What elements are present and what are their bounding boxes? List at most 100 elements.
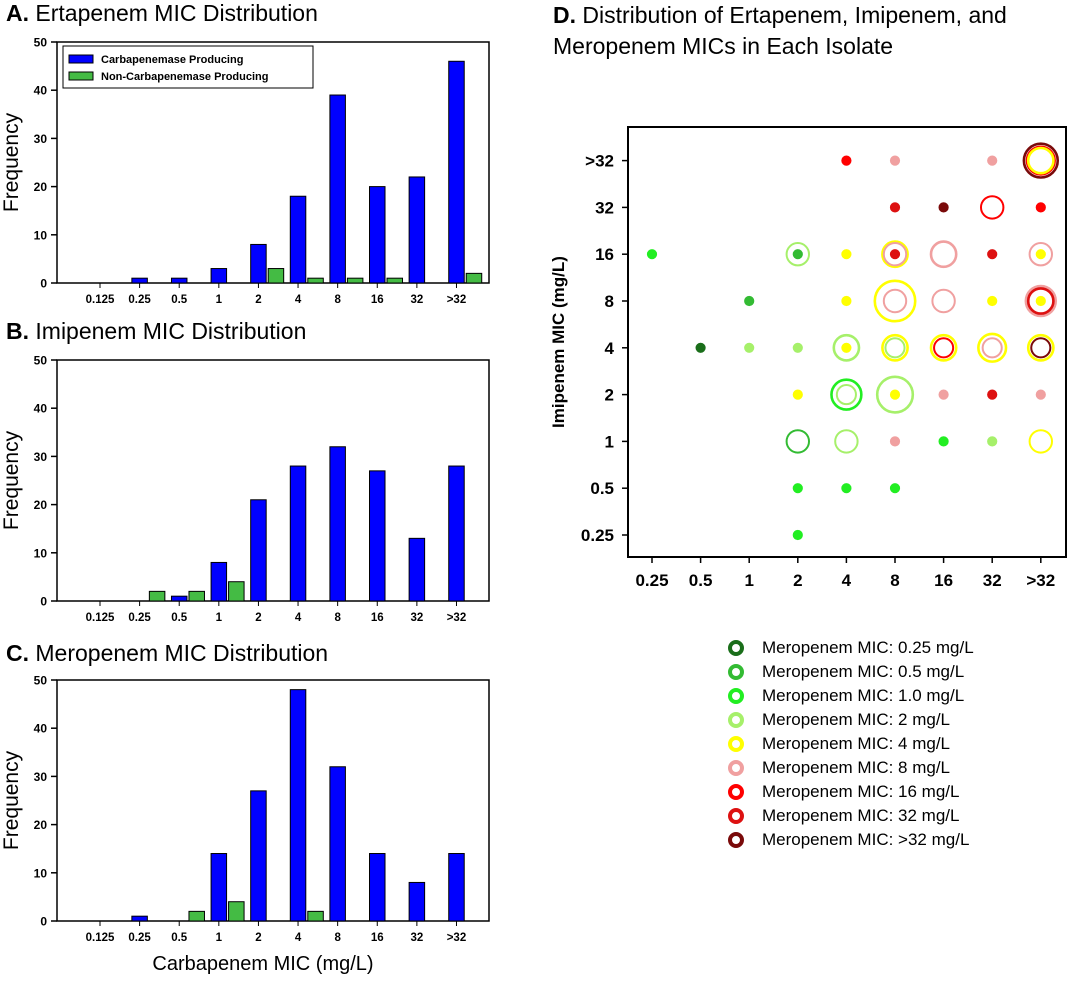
bubble-point xyxy=(830,378,863,411)
bubble-point xyxy=(841,295,852,307)
legend-swatch xyxy=(68,54,94,64)
bubble-point xyxy=(1028,241,1054,267)
bar-non-carbapenemase xyxy=(148,590,166,602)
bubble-point xyxy=(835,384,857,406)
bubble-point xyxy=(889,155,901,166)
legend-ring-icon xyxy=(728,760,744,776)
y-axis-label: Frequency xyxy=(0,112,23,212)
bar-non-carbapenemase xyxy=(386,277,404,284)
x-tick-label: 1 xyxy=(216,612,223,624)
chart-d-bubble: 0.25 0.5 1 2 4 8 16 32 >32 0.25 0.5 1 2 4 8 16 32 >32 Erta… xyxy=(549,126,1067,610)
x-tick-label: 0.25 xyxy=(128,932,151,944)
y-tick-label: 20 xyxy=(34,818,48,832)
bubble-point xyxy=(744,342,755,353)
bar-non-carbapenemase xyxy=(465,272,483,284)
bar-carbapenemase xyxy=(369,186,386,284)
legend-box xyxy=(62,45,314,89)
bar-carbapenemase xyxy=(210,268,228,284)
bar-non-carbapenemase xyxy=(346,277,364,284)
bubble-point xyxy=(792,342,803,353)
bubble-point xyxy=(744,295,755,307)
y-tick-label: 40 xyxy=(34,722,48,736)
legend-entry: Meropenem MIC: 32 mg/L xyxy=(728,804,974,828)
bar-carbapenemase xyxy=(369,470,386,602)
bubble-point xyxy=(875,375,915,414)
bar-carbapenemase xyxy=(289,465,307,602)
chart-c-meropenem: 0 10 20 30 40 50 0.125 0.25 0.5 1 2 4 8 16 32 >32 Freque… xyxy=(0,674,490,975)
bubble-point xyxy=(1024,284,1058,318)
y-tick-label: >32 xyxy=(585,152,614,171)
y-tick-label: 32 xyxy=(595,198,614,217)
x-tick-label: 0.5 xyxy=(171,932,188,944)
bubble-point xyxy=(785,429,811,454)
bar-non-carbapenemase xyxy=(188,910,205,922)
x-tick-label: >32 xyxy=(1026,571,1055,590)
y-tick-label: 50 xyxy=(34,674,48,688)
plot-frame xyxy=(56,359,490,602)
x-tick-label: 2 xyxy=(255,932,261,944)
bar-carbapenemase xyxy=(210,561,228,602)
bar-carbapenemase xyxy=(448,60,465,284)
legend-entry: Meropenem MIC: 1.0 mg/L xyxy=(728,684,974,708)
legend-label: Meropenem MIC: >32 mg/L xyxy=(762,830,970,849)
bar-carbapenemase xyxy=(329,94,346,284)
x-tick-label: 16 xyxy=(934,571,953,590)
bubble-point xyxy=(695,342,706,353)
x-tick-label: 0.5 xyxy=(171,294,188,306)
chart-d-legend: Meropenem MIC: 0.25 mg/L Meropenem MIC: 0… xyxy=(728,636,974,852)
legend-ring-icon xyxy=(728,832,744,848)
x-tick-label: 2 xyxy=(793,571,802,590)
bubble-point xyxy=(987,155,998,166)
y-tick-label: 40 xyxy=(34,402,48,416)
bar-carbapenemase xyxy=(250,499,267,602)
y-tick-label: 0.5 xyxy=(590,479,614,498)
bubble-point xyxy=(931,288,956,314)
x-tick-label: 0.125 xyxy=(86,612,115,624)
x-tick-label: 8 xyxy=(334,294,341,306)
panel-a-title: A. Ertapenem MIC Distribution xyxy=(6,0,318,26)
x-tick-label: 16 xyxy=(371,294,384,306)
bubble-point xyxy=(785,241,811,267)
bubble-point xyxy=(1035,295,1046,307)
bar-non-carbapenemase xyxy=(228,901,245,922)
y-tick-label: 4 xyxy=(605,339,615,358)
x-tick-label: 8 xyxy=(890,571,899,590)
bar-carbapenemase xyxy=(210,853,228,922)
x-tick-label: 0.125 xyxy=(86,932,115,944)
bar-carbapenemase xyxy=(408,881,426,922)
bar-carbapenemase xyxy=(408,537,426,602)
bubble-point xyxy=(841,342,852,353)
x-tick-label: 0.125 xyxy=(86,294,115,306)
y-tick-label: 16 xyxy=(595,245,614,264)
x-tick-label: >32 xyxy=(447,932,467,944)
x-tick-label: 4 xyxy=(295,932,302,944)
x-tick-label: 4 xyxy=(295,294,302,306)
x-tick-label: 0.5 xyxy=(171,612,188,624)
bar-carbapenemase xyxy=(448,465,465,602)
x-tick-label: 2 xyxy=(255,612,261,624)
y-tick-label: 0.25 xyxy=(581,526,614,545)
y-tick-label: 40 xyxy=(34,84,48,98)
x-tick-label: 1 xyxy=(744,571,753,590)
panel-b-title: B. Imipenem MIC Distribution xyxy=(6,318,307,344)
bar-non-carbapenemase xyxy=(267,268,285,284)
bar-carbapenemase xyxy=(170,277,188,284)
bubble-point xyxy=(979,195,1005,220)
bubble-point xyxy=(841,249,852,260)
x-tick-label: 0.25 xyxy=(128,294,151,306)
y-tick-label: 0 xyxy=(40,277,47,291)
y-tick-label: 1 xyxy=(605,432,614,451)
legend-label: Meropenem MIC: 1.0 mg/L xyxy=(762,686,965,705)
bar-carbapenemase xyxy=(250,790,267,922)
x-tick-label: >32 xyxy=(447,612,467,624)
bubble-point xyxy=(987,249,998,260)
legend-label: Meropenem MIC: 16 mg/L xyxy=(762,782,960,801)
bar-carbapenemase xyxy=(329,446,346,602)
bubble-point xyxy=(792,249,803,260)
y-axis-label: Frequency xyxy=(0,430,23,530)
legend-ring-icon xyxy=(728,640,744,656)
y-tick-label: 10 xyxy=(34,228,48,242)
legend-entry: Meropenem MIC: 2 mg/L xyxy=(728,708,974,732)
legend-label: Meropenem MIC: 0.25 mg/L xyxy=(762,638,974,657)
bubble-point xyxy=(889,202,901,213)
